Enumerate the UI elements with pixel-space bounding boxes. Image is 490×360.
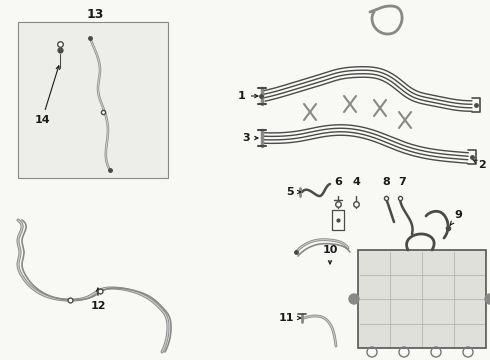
Text: 11: 11 bbox=[278, 313, 301, 323]
Text: 1: 1 bbox=[238, 91, 258, 101]
Text: 13: 13 bbox=[86, 8, 104, 21]
Text: 10: 10 bbox=[322, 245, 338, 264]
Text: 4: 4 bbox=[352, 177, 360, 187]
Bar bbox=[358, 250, 486, 348]
Text: 5: 5 bbox=[286, 187, 301, 197]
Bar bbox=[18, 22, 168, 178]
Text: 3: 3 bbox=[242, 133, 258, 143]
Circle shape bbox=[485, 294, 490, 304]
Text: 7: 7 bbox=[398, 177, 406, 187]
Text: 2: 2 bbox=[473, 160, 486, 170]
Text: 6: 6 bbox=[334, 177, 342, 187]
Text: 8: 8 bbox=[382, 177, 390, 187]
Text: 12: 12 bbox=[90, 288, 106, 311]
Text: 9: 9 bbox=[450, 210, 462, 225]
Text: 14: 14 bbox=[34, 66, 59, 125]
Circle shape bbox=[349, 294, 359, 304]
